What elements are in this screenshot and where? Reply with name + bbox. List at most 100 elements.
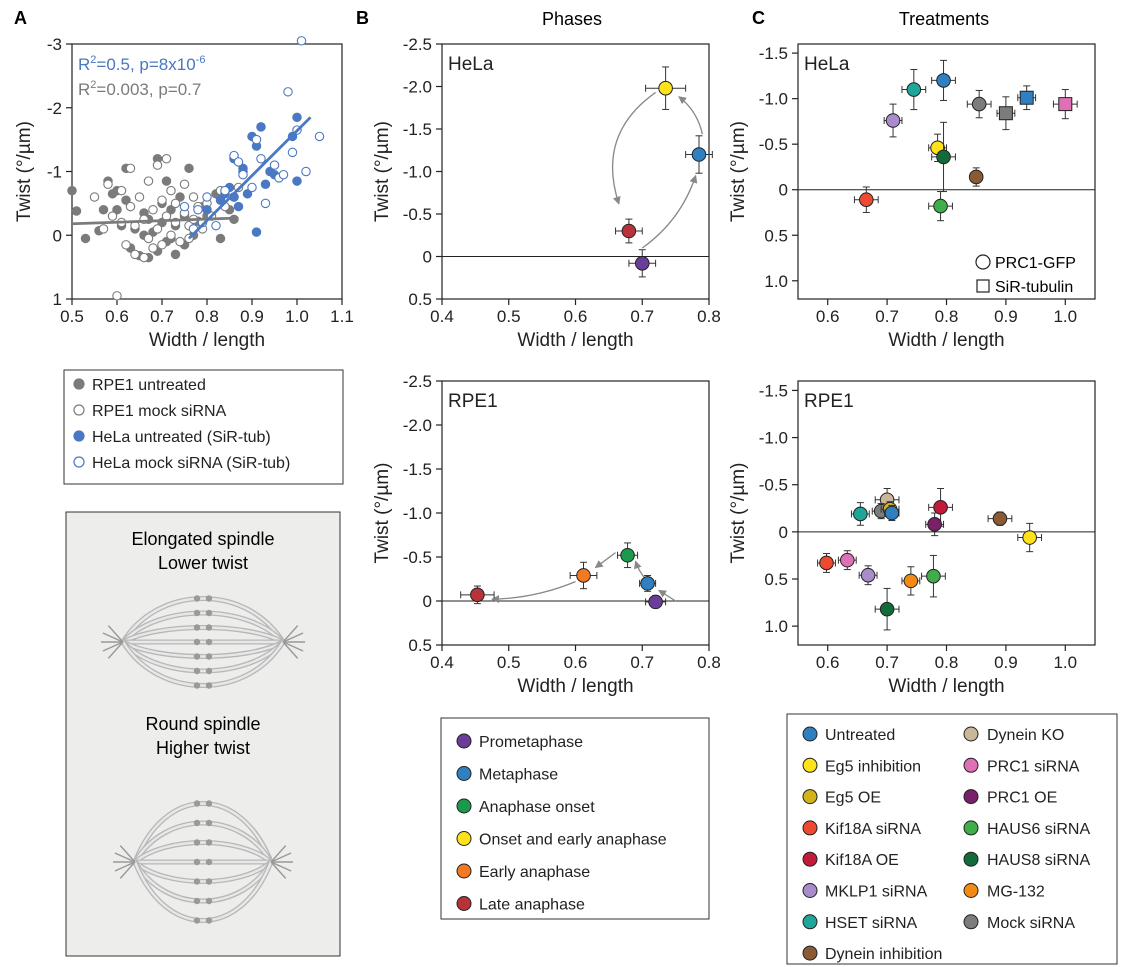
point-rpe1-mock-sirna <box>166 230 176 241</box>
point-prc1-sirna <box>840 552 855 568</box>
legend-treatment-marker-mklp1-sirna <box>802 883 818 898</box>
x-tick-label: 0.8 <box>195 307 219 326</box>
kinetochore-dot <box>193 667 201 675</box>
legend-treatment-label-untreated: Untreated <box>825 727 895 744</box>
kinetochore-dot <box>193 878 201 885</box>
y-tick-label: 0 <box>779 181 788 200</box>
point-rpe1-mock-sirna <box>152 160 163 170</box>
spindle-fiber <box>121 626 285 644</box>
y-tick-label: -2.5 <box>403 372 432 391</box>
y-tick-label: -1.0 <box>403 504 432 523</box>
x-axis-label: Width / length <box>517 330 633 351</box>
legend-a-label-hela-untreated-sir-tub: HeLa untreated (SiR-tub) <box>92 429 271 446</box>
y-tick-label: 0 <box>53 226 62 245</box>
chart-phases-rpe1: 0.4 0.5 0.6 0.7 0.8-2.5-2.0-1.5-1.0-0.500.5W… <box>372 372 721 697</box>
kinetochore-dot <box>193 897 201 905</box>
plot-title: RPE1 <box>448 391 498 412</box>
x-tick-label: 0.7 <box>630 307 654 326</box>
point-hela-untreated-sir-tub <box>242 189 253 199</box>
point-untreated <box>884 505 900 521</box>
kinetochore-dot <box>193 653 201 660</box>
y-tick-label: -2 <box>47 99 62 118</box>
point-hela-mock-sirna-sir-tub <box>233 157 244 167</box>
astral-ray <box>119 845 136 863</box>
point-onset-and-early-anaphase <box>658 80 673 96</box>
point-late-anaphase <box>470 587 485 603</box>
point-mock-sirna-square <box>998 106 1013 121</box>
legend-treatment-label-prc1-oe: PRC1 OE <box>987 790 1057 807</box>
legend-treatment-label-kif18a-oe: Kif18A OE <box>825 852 899 869</box>
astral-ray <box>102 632 124 643</box>
point-metaphase <box>640 576 655 591</box>
kinetochore-dot <box>193 858 201 866</box>
x-tick-label: 1.1 <box>330 307 354 326</box>
y-tick-label: -0.5 <box>759 476 788 495</box>
y-axis-label: Twist (°/µm) <box>14 121 35 222</box>
point-hela-untreated-sir-tub <box>202 205 212 215</box>
y-tick-label: -1 <box>47 163 62 182</box>
point-rpe1-mock-sirna <box>134 192 145 202</box>
y-tick-label: 1.0 <box>764 272 788 291</box>
astral-ray <box>270 861 287 879</box>
point-hela-mock-sirna-sir-tub <box>193 205 203 215</box>
legend-treatment-label-dynein-inhibition: Dynein inhibition <box>825 946 942 963</box>
point-rpe1-untreated <box>166 205 176 215</box>
y-tick-label: 0 <box>423 248 432 267</box>
kinetochore-dot <box>205 609 213 617</box>
point-rpe1-mock-sirna <box>125 201 136 212</box>
astral-ray <box>282 641 304 652</box>
kinetochore-dot <box>205 839 213 846</box>
spindle-fiber <box>133 860 273 883</box>
y-tick-label: 0.5 <box>408 290 432 309</box>
point-hela-mock-sirna-sir-tub <box>269 160 280 170</box>
x-axis-label: Width / length <box>149 330 265 351</box>
plot-frame <box>441 380 710 646</box>
point-rpe1-untreated <box>215 233 226 244</box>
point-rpe1-mock-sirna <box>148 243 158 253</box>
x-tick-label: 0.9 <box>994 653 1018 672</box>
point-hela-mock-sirna-sir-tub <box>296 36 307 46</box>
point-hela-mock-sirna-sir-tub <box>202 192 212 202</box>
astral-ray <box>270 852 292 863</box>
astral-ray <box>114 852 136 863</box>
point-rpe1-mock-sirna <box>121 240 131 250</box>
x-tick-label: 0.5 <box>60 307 84 326</box>
y-tick-label: 0 <box>779 523 788 542</box>
kinetochore-dot <box>193 638 201 646</box>
y-tick-label: -2.5 <box>403 35 432 54</box>
y-axis-label: Twist (°/µm) <box>728 463 749 564</box>
astral-ray <box>102 641 124 652</box>
legend-phases: Prometaphase Metaphase Anaphase onset Onset… <box>440 717 710 920</box>
point-haus6-sirna <box>926 568 941 584</box>
point-hela-untreated-sir-tub <box>251 227 262 237</box>
point-rpe1-mock-sirna <box>143 233 154 244</box>
legend-phase-marker-metaphase <box>456 766 472 781</box>
y-tick-label: -1.0 <box>759 429 788 448</box>
elongated-spindle-title: Elongated spindle <box>131 529 274 549</box>
higher-twist-label: Higher twist <box>156 738 250 758</box>
point-hela-mock-sirna-sir-tub <box>247 182 257 193</box>
point-rpe1-untreated <box>170 249 181 260</box>
legend-treatment-label-haus6-sirna: HAUS6 siRNA <box>987 821 1090 838</box>
marker-legend-sir-tubulin: SiR-tubulin <box>995 279 1073 296</box>
x-tick-label: 1.0 <box>1053 307 1077 326</box>
transition-arrow <box>678 96 703 135</box>
legend-treatment-marker-untreated <box>802 726 818 742</box>
spindle-illustration: Elongated spindle Lower twist Round spin… <box>65 511 341 957</box>
astral-ray <box>119 861 136 879</box>
legend-treatment-marker-eg5-oe <box>802 789 818 805</box>
legend-treatment-label-mock-sirna: Mock siRNA <box>987 915 1075 932</box>
legend-treatment-marker-kif18a-sirna <box>802 820 818 836</box>
point-kif18a-sirna <box>819 555 834 571</box>
y-tick-label: 1.0 <box>764 617 788 636</box>
legend-panel-a: RPE1 untreated RPE1 mock siRNA HeLa untrea… <box>63 369 344 485</box>
legend-treatment-label-mklp1-sirna: MKLP1 siRNA <box>825 884 928 901</box>
point-rpe1-mock-sirna <box>116 185 127 196</box>
marker-legend-prc1-gfp: PRC1-GFP <box>995 255 1076 272</box>
x-tick-label: 1.0 <box>1053 653 1077 672</box>
legend-a-label-rpe1-mock-sirna: RPE1 mock siRNA <box>92 403 227 420</box>
point-hela-mock-sirna-sir-tub <box>211 220 221 231</box>
fit-line-hela <box>188 116 312 240</box>
point-hset-sirna <box>906 82 922 97</box>
plot-frame <box>797 380 1096 646</box>
